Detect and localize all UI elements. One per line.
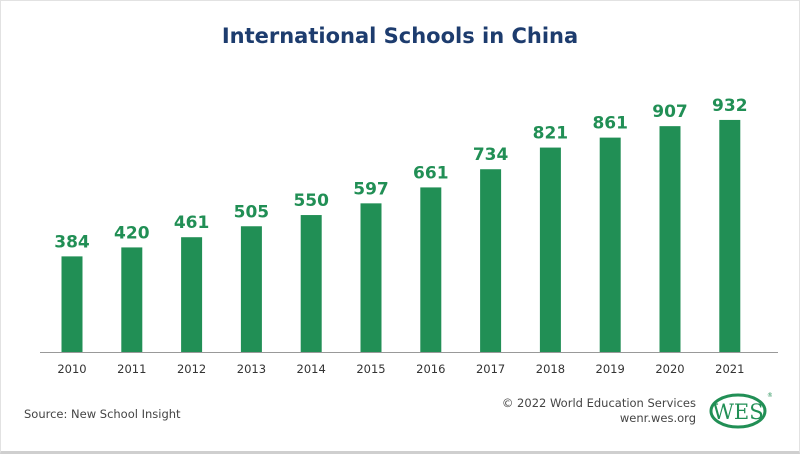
x-tick-label: 2016 xyxy=(416,362,445,376)
data-label-2014: 550 xyxy=(293,191,329,211)
data-label-2018: 821 xyxy=(533,124,569,144)
bar-2018 xyxy=(539,147,561,352)
data-label-2017: 734 xyxy=(473,145,509,165)
svg-text:®: ® xyxy=(767,392,772,399)
bar-2014 xyxy=(300,215,322,352)
data-label-2012: 461 xyxy=(174,213,210,233)
copyright-block: © 2022 World Education Services wenr.wes… xyxy=(502,396,696,426)
bar-2016 xyxy=(420,187,442,352)
bar-2013 xyxy=(240,226,262,352)
data-label-2015: 597 xyxy=(353,179,389,199)
x-tick-label: 2012 xyxy=(177,362,206,376)
data-label-2021: 932 xyxy=(712,96,748,116)
bar-2015 xyxy=(360,203,382,352)
bar-2017 xyxy=(480,169,502,352)
bar-2020 xyxy=(659,126,681,352)
bar-2010 xyxy=(61,256,83,352)
copyright: © 2022 World Education Services xyxy=(501,396,696,410)
bar-2021 xyxy=(719,119,741,352)
bar-2019 xyxy=(599,137,621,352)
data-label-2019: 861 xyxy=(592,114,628,134)
data-label-2011: 420 xyxy=(114,223,150,243)
x-tick-label: 2010 xyxy=(57,362,86,376)
chart-title: International Schools in China xyxy=(221,24,579,48)
svg-text:WES: WES xyxy=(712,400,763,424)
bar-2012 xyxy=(181,237,203,352)
x-tick-label: 2013 xyxy=(237,362,266,376)
x-tick-label: 2019 xyxy=(596,362,625,376)
data-label-2016: 661 xyxy=(413,163,449,183)
data-label-2020: 907 xyxy=(652,102,688,122)
source-note: Source: New School Insight xyxy=(24,407,181,421)
x-tick-label: 2021 xyxy=(715,362,744,376)
data-label-2013: 505 xyxy=(234,202,270,222)
wes-logo: WES ® xyxy=(709,392,772,429)
x-tick-label: 2014 xyxy=(297,362,326,376)
bar-2011 xyxy=(121,247,143,352)
x-tick-label: 2018 xyxy=(536,362,565,376)
x-tick-label: 2011 xyxy=(117,362,146,376)
x-tick-label: 2017 xyxy=(476,362,505,376)
x-tick-label: 2015 xyxy=(356,362,385,376)
data-label-2010: 384 xyxy=(54,232,90,252)
website: wenr.wes.org xyxy=(619,411,696,425)
x-tick-label: 2020 xyxy=(655,362,684,376)
